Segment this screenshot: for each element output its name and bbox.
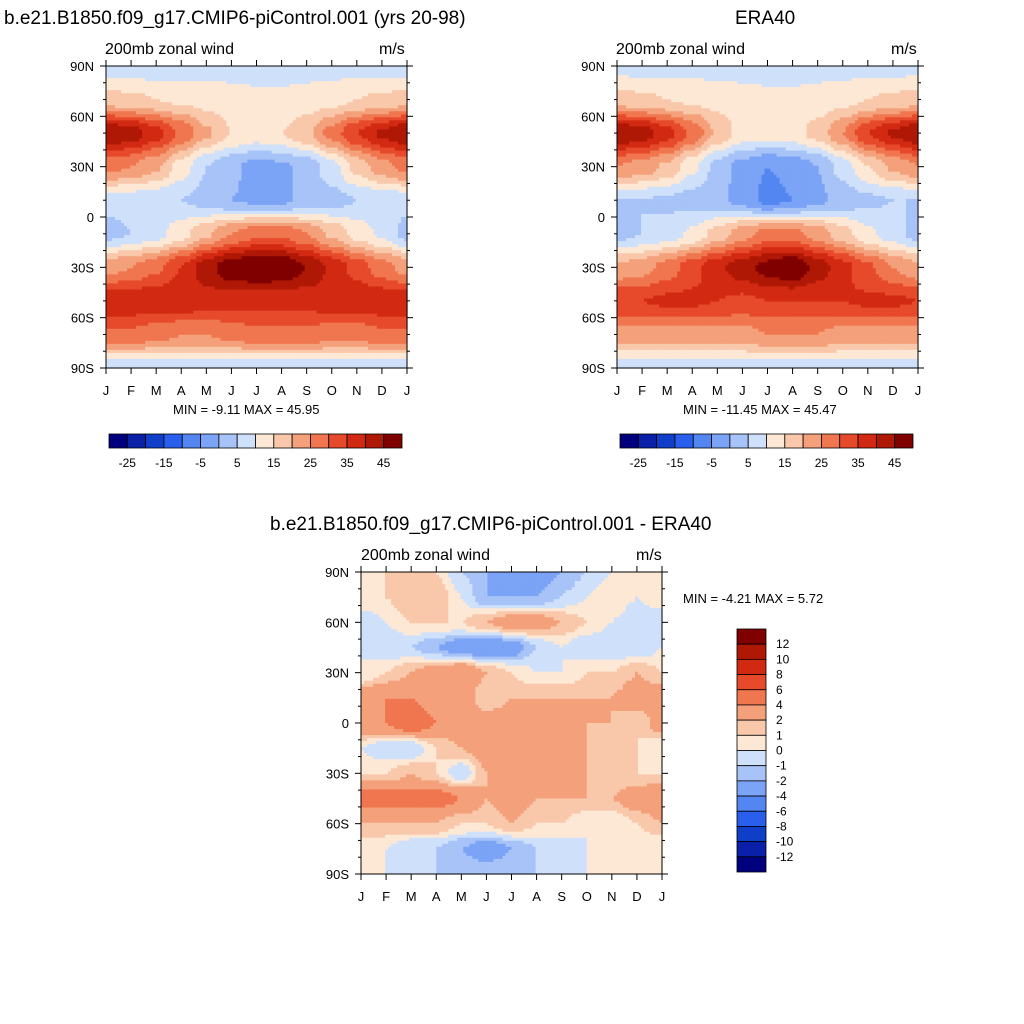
- heatmap-plot-0: [106, 66, 408, 369]
